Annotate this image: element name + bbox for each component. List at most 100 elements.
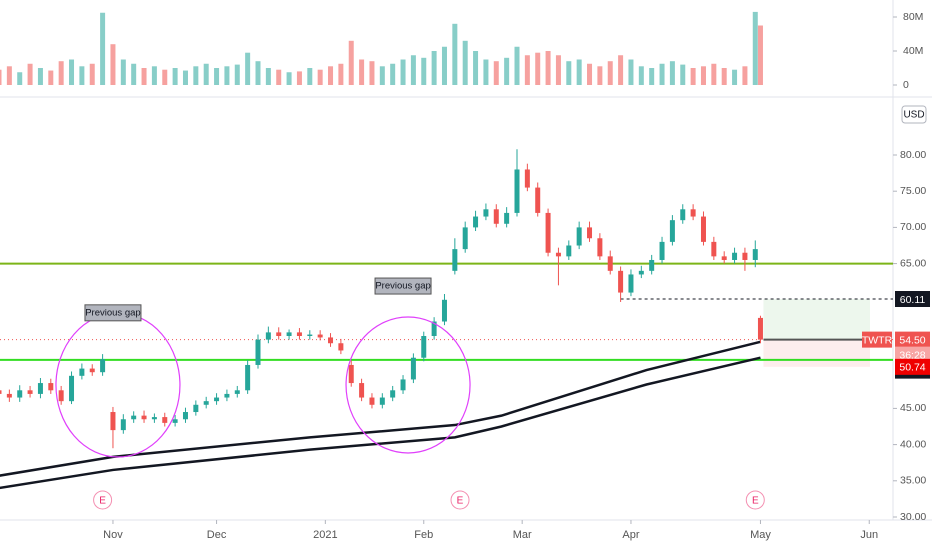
volume-bar xyxy=(566,61,572,85)
candle-body xyxy=(58,390,64,402)
volume-bar xyxy=(141,68,147,85)
volume-bar xyxy=(69,59,75,85)
volume-bar xyxy=(193,66,199,85)
candle-body xyxy=(441,299,447,322)
volume-bar xyxy=(618,55,624,85)
volume-bar xyxy=(172,68,178,85)
volume-bar xyxy=(410,55,416,85)
volume-bar xyxy=(628,59,634,85)
candle-body xyxy=(483,209,489,217)
volume-bar xyxy=(17,72,23,85)
candle-body xyxy=(669,220,675,242)
volume-bar xyxy=(555,55,561,85)
x-tick-label: Mar xyxy=(513,529,532,541)
earnings-label: E xyxy=(752,496,759,507)
volume-bar xyxy=(307,68,313,85)
candle-body xyxy=(379,397,385,405)
candle-body xyxy=(89,368,95,373)
volume-bar xyxy=(369,61,375,85)
candle-body xyxy=(131,415,137,420)
candle-body xyxy=(690,209,696,217)
volume-bar xyxy=(58,61,64,85)
volume-bar xyxy=(514,46,520,85)
earnings-marker xyxy=(450,490,470,510)
candle-body xyxy=(203,401,209,405)
volume-bar xyxy=(37,68,43,85)
candle-body xyxy=(141,415,147,420)
candle-body xyxy=(286,332,292,336)
volume-bar xyxy=(348,40,354,85)
candle-body xyxy=(628,274,634,293)
highlight-circle xyxy=(55,312,181,458)
candle-body xyxy=(48,383,54,391)
volume-bar xyxy=(483,59,489,85)
volume-bar xyxy=(276,69,282,85)
candle-body xyxy=(37,383,43,394)
candle-body xyxy=(711,241,717,257)
candle-body xyxy=(638,270,644,275)
x-tick-label: Jun xyxy=(860,529,878,541)
candle-body xyxy=(110,412,116,431)
x-tick-label: 2021 xyxy=(313,529,337,541)
candle-body xyxy=(504,212,510,224)
volume-bar xyxy=(732,69,738,85)
y-tick-label: 65.00 xyxy=(900,257,926,269)
candle-body xyxy=(193,404,199,413)
volume-bar xyxy=(27,63,33,85)
target-tag-bg xyxy=(895,291,930,308)
volume-bar xyxy=(711,63,717,85)
candle-body xyxy=(369,397,375,405)
candle-body xyxy=(721,256,727,260)
countdown-tag: 36:28 xyxy=(899,349,925,361)
candle-body xyxy=(359,383,365,398)
x-tick-label: Dec xyxy=(207,529,227,541)
profit-zone xyxy=(763,299,870,340)
earnings-label: E xyxy=(457,496,464,507)
candle-body xyxy=(524,169,530,188)
candle-body xyxy=(410,357,416,380)
annotation-box xyxy=(374,277,432,295)
volume-bar xyxy=(545,51,551,85)
currency-box xyxy=(901,105,927,124)
stop-tag: 50.74 xyxy=(899,362,925,374)
volume-bar xyxy=(245,52,251,85)
volume-bar xyxy=(576,59,582,85)
volume-bar xyxy=(328,66,334,85)
candle-body xyxy=(69,375,75,402)
candle-body xyxy=(338,343,344,351)
y-tick-label: 40.00 xyxy=(900,438,926,450)
volume-bar xyxy=(110,44,116,85)
moving-average xyxy=(0,340,761,477)
candle-body xyxy=(307,334,313,336)
candle-body xyxy=(742,252,748,260)
candle-body xyxy=(182,412,188,420)
candle-body xyxy=(700,216,706,242)
volume-bar xyxy=(203,63,209,85)
candle-body xyxy=(757,317,763,340)
volume-bar xyxy=(100,12,106,85)
candle-body xyxy=(224,393,230,398)
candle-body xyxy=(462,227,468,250)
x-tick-label: May xyxy=(750,529,771,541)
candle-body xyxy=(6,393,12,398)
volume-bar xyxy=(79,66,85,85)
volume-bar xyxy=(234,64,240,85)
candle-body xyxy=(473,216,479,228)
candle-body xyxy=(493,209,499,224)
candle-body xyxy=(421,336,427,358)
y-tick-label: 70.00 xyxy=(900,221,926,233)
volume-bar xyxy=(131,63,137,85)
candle-body xyxy=(431,321,437,336)
target-tag: 60.11 xyxy=(900,294,926,306)
x-tick-label: Apr xyxy=(622,529,639,541)
loss-zone xyxy=(763,339,870,367)
volume-bar xyxy=(0,69,2,85)
candle-body xyxy=(234,390,240,394)
volume-bar xyxy=(120,59,126,85)
candle-body xyxy=(79,368,85,376)
symbol-tag: TWTR xyxy=(862,334,893,346)
candle-body xyxy=(0,390,2,394)
volume-bar xyxy=(359,59,365,85)
volume-bar xyxy=(669,61,675,85)
